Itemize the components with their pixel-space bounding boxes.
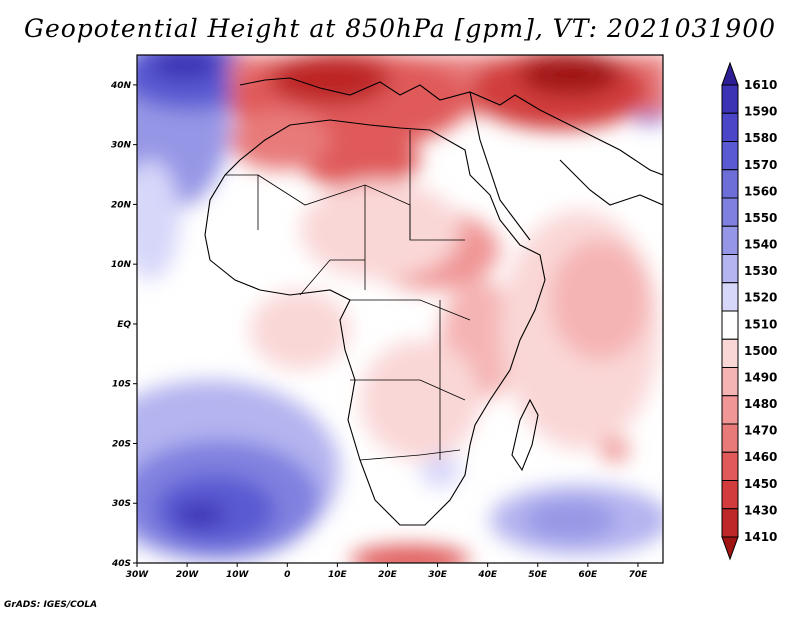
lon-tick-label: 40E	[477, 570, 498, 580]
colorbar-swatch	[721, 395, 739, 425]
grads-credit: GrADS: IGES/COLA	[4, 600, 98, 610]
colorbar-label: 1460	[744, 450, 777, 464]
colorbar-label: 1540	[744, 238, 777, 252]
colorbar: 1610 1590 1580 1570 1560 1550 1540 1530 1520 1510…	[721, 61, 777, 561]
lon-tick-label: 70E	[629, 570, 649, 580]
colorbar-swatch	[721, 282, 739, 312]
lat-tick-label: 10N	[111, 260, 132, 270]
colorbar-label: 1580	[744, 131, 777, 145]
colorbar-label: 1500	[744, 344, 777, 358]
lat-tick-label: 30S	[112, 499, 131, 509]
lat-tick-label: 10S	[112, 380, 131, 390]
map-title: Geopotential Height at 850hPa [gpm], VT:…	[23, 14, 777, 43]
lon-tick-label: 10E	[328, 570, 348, 580]
lat-tick-label: 30N	[111, 141, 132, 151]
colorbar-label: 1510	[744, 317, 777, 331]
colorbar-swatch	[721, 254, 739, 284]
lon-axis: 30W 20W 10W 0 10E 20E 30E 40E 50E 60E 70E	[126, 563, 648, 580]
colorbar-swatch	[721, 451, 739, 481]
colorbar-label: 1450	[744, 477, 777, 491]
colorbar-swatch	[721, 423, 739, 453]
colorbar-swatch	[721, 367, 739, 397]
lon-tick-label: 30E	[428, 570, 448, 580]
colorbar-swatch	[721, 225, 739, 255]
colorbar-swatch	[721, 197, 739, 227]
lat-tick-label: 20S	[112, 439, 131, 449]
colorbar-label: 1560	[744, 184, 777, 198]
colorbar-label: 1590	[744, 105, 777, 119]
colorbar-swatch	[721, 141, 739, 171]
colorbar-label: 1530	[744, 264, 777, 278]
lat-tick-label: 40N	[110, 81, 132, 91]
map-frame	[136, 54, 664, 564]
colorbar-top-arrow	[721, 61, 739, 86]
colorbar-label: 1610	[744, 78, 777, 92]
lat-tick-label: 40S	[111, 559, 131, 569]
colorbar-label: 1480	[744, 397, 777, 411]
country-borders	[225, 130, 471, 461]
colorbar-swatch	[721, 310, 739, 340]
colorbar-swatch	[721, 112, 739, 142]
lon-tick-label: 20E	[378, 570, 398, 580]
lat-tick-label: EQ	[117, 320, 131, 330]
lat-tick-label: 20N	[111, 200, 132, 210]
coastlines	[204, 77, 663, 526]
lon-tick-label: 0	[284, 570, 290, 580]
lon-tick-label: 30W	[126, 570, 150, 580]
colorbar-bottom-arrow	[721, 536, 739, 561]
lon-tick-label: 60E	[579, 570, 599, 580]
colorbar-label: 1470	[744, 424, 777, 438]
colorbar-label: 1520	[744, 291, 777, 305]
lon-tick-label: 50E	[528, 570, 548, 580]
geopotential-field	[137, 55, 663, 563]
colorbar-swatch	[721, 84, 739, 114]
lon-tick-label: 20W	[176, 570, 200, 580]
lat-axis: 40N 30N 20N 10N EQ 10S 20S 30S 40S	[110, 81, 137, 569]
colorbar-swatch	[721, 338, 739, 368]
colorbar-label: 1410	[744, 530, 777, 544]
colorbar-swatch	[721, 480, 739, 510]
colorbar-label: 1490	[744, 370, 777, 384]
colorbar-label: 1550	[744, 211, 777, 225]
colorbar-swatch	[721, 169, 739, 199]
colorbar-label: 1430	[744, 503, 777, 517]
colorbar-label: 1570	[744, 158, 777, 172]
lon-tick-label: 10W	[226, 570, 250, 580]
colorbar-swatch	[721, 508, 739, 538]
